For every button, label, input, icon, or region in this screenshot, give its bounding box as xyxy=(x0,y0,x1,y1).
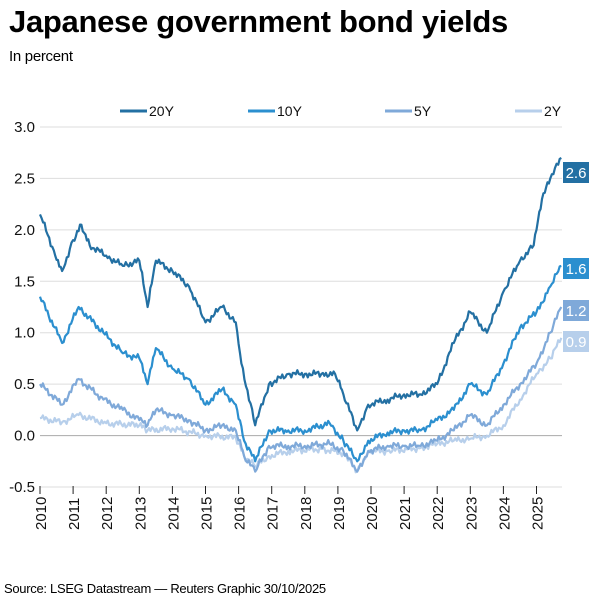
x-tick-label: 2011 xyxy=(66,498,83,530)
end-label-box xyxy=(563,258,589,279)
end-label-box xyxy=(563,162,589,183)
end-label-box xyxy=(563,331,589,352)
end-label-value: 2.6 xyxy=(566,165,587,182)
x-tick-label: 2022 xyxy=(430,497,447,530)
legend-label: 2Y xyxy=(544,103,562,119)
series-line-2Y xyxy=(39,337,563,474)
series-line-5Y xyxy=(39,306,563,473)
end-label-value: 1.2 xyxy=(566,303,587,320)
y-tick-label: 0.5 xyxy=(14,376,35,393)
legend-label: 5Y xyxy=(414,103,432,119)
x-tick-label: 2016 xyxy=(232,497,249,530)
legend-item-2Y: 2Y xyxy=(515,103,562,119)
series-line-10Y xyxy=(38,264,562,463)
x-tick-label: 2015 xyxy=(199,497,216,530)
x-tick-label: 2020 xyxy=(364,497,381,530)
x-tick-label: 2025 xyxy=(530,497,547,530)
end-label-box xyxy=(563,300,589,321)
x-tick-label: 2021 xyxy=(397,497,414,530)
end-label-value: 0.9 xyxy=(566,334,587,351)
y-tick-label: 1.0 xyxy=(14,325,35,342)
chart-subtitle: In percent xyxy=(9,48,73,65)
y-tick-label: 3.0 xyxy=(14,119,35,136)
x-tick-label: 2014 xyxy=(165,497,182,530)
y-tick-label: 2.5 xyxy=(14,170,35,187)
x-tick-label: 2024 xyxy=(496,497,513,530)
legend-item-20Y: 20Y xyxy=(120,103,175,119)
x-tick-label: 2010 xyxy=(33,497,50,530)
legend-item-5Y: 5Y xyxy=(385,103,432,119)
chart-title: Japanese government bond yields xyxy=(9,4,508,39)
y-tick-label: 0.0 xyxy=(14,428,35,445)
source-note: Source: LSEG Datastream — Reuters Graphi… xyxy=(4,581,326,596)
x-tick-label: 2019 xyxy=(331,497,348,530)
y-tick-label: -0.5 xyxy=(9,479,35,496)
x-tick-label: 2023 xyxy=(463,497,480,530)
x-tick-label: 2018 xyxy=(298,497,315,530)
end-label-10Y: 1.6 xyxy=(563,258,589,279)
x-tick-label: 2013 xyxy=(132,497,149,530)
legend-label: 20Y xyxy=(149,103,175,119)
end-label-2Y: 0.9 xyxy=(563,331,589,352)
x-tick-label: 2017 xyxy=(265,497,282,530)
legend-item-10Y: 10Y xyxy=(248,103,303,119)
end-label-5Y: 1.2 xyxy=(563,300,589,321)
y-tick-label: 2.0 xyxy=(14,222,35,239)
series-line-20Y xyxy=(38,156,562,432)
y-tick-label: 1.5 xyxy=(14,273,35,290)
end-label-value: 1.6 xyxy=(566,261,587,278)
x-tick-label: 2012 xyxy=(99,497,116,530)
end-label-20Y: 2.6 xyxy=(563,162,589,183)
legend-label: 10Y xyxy=(277,103,303,119)
